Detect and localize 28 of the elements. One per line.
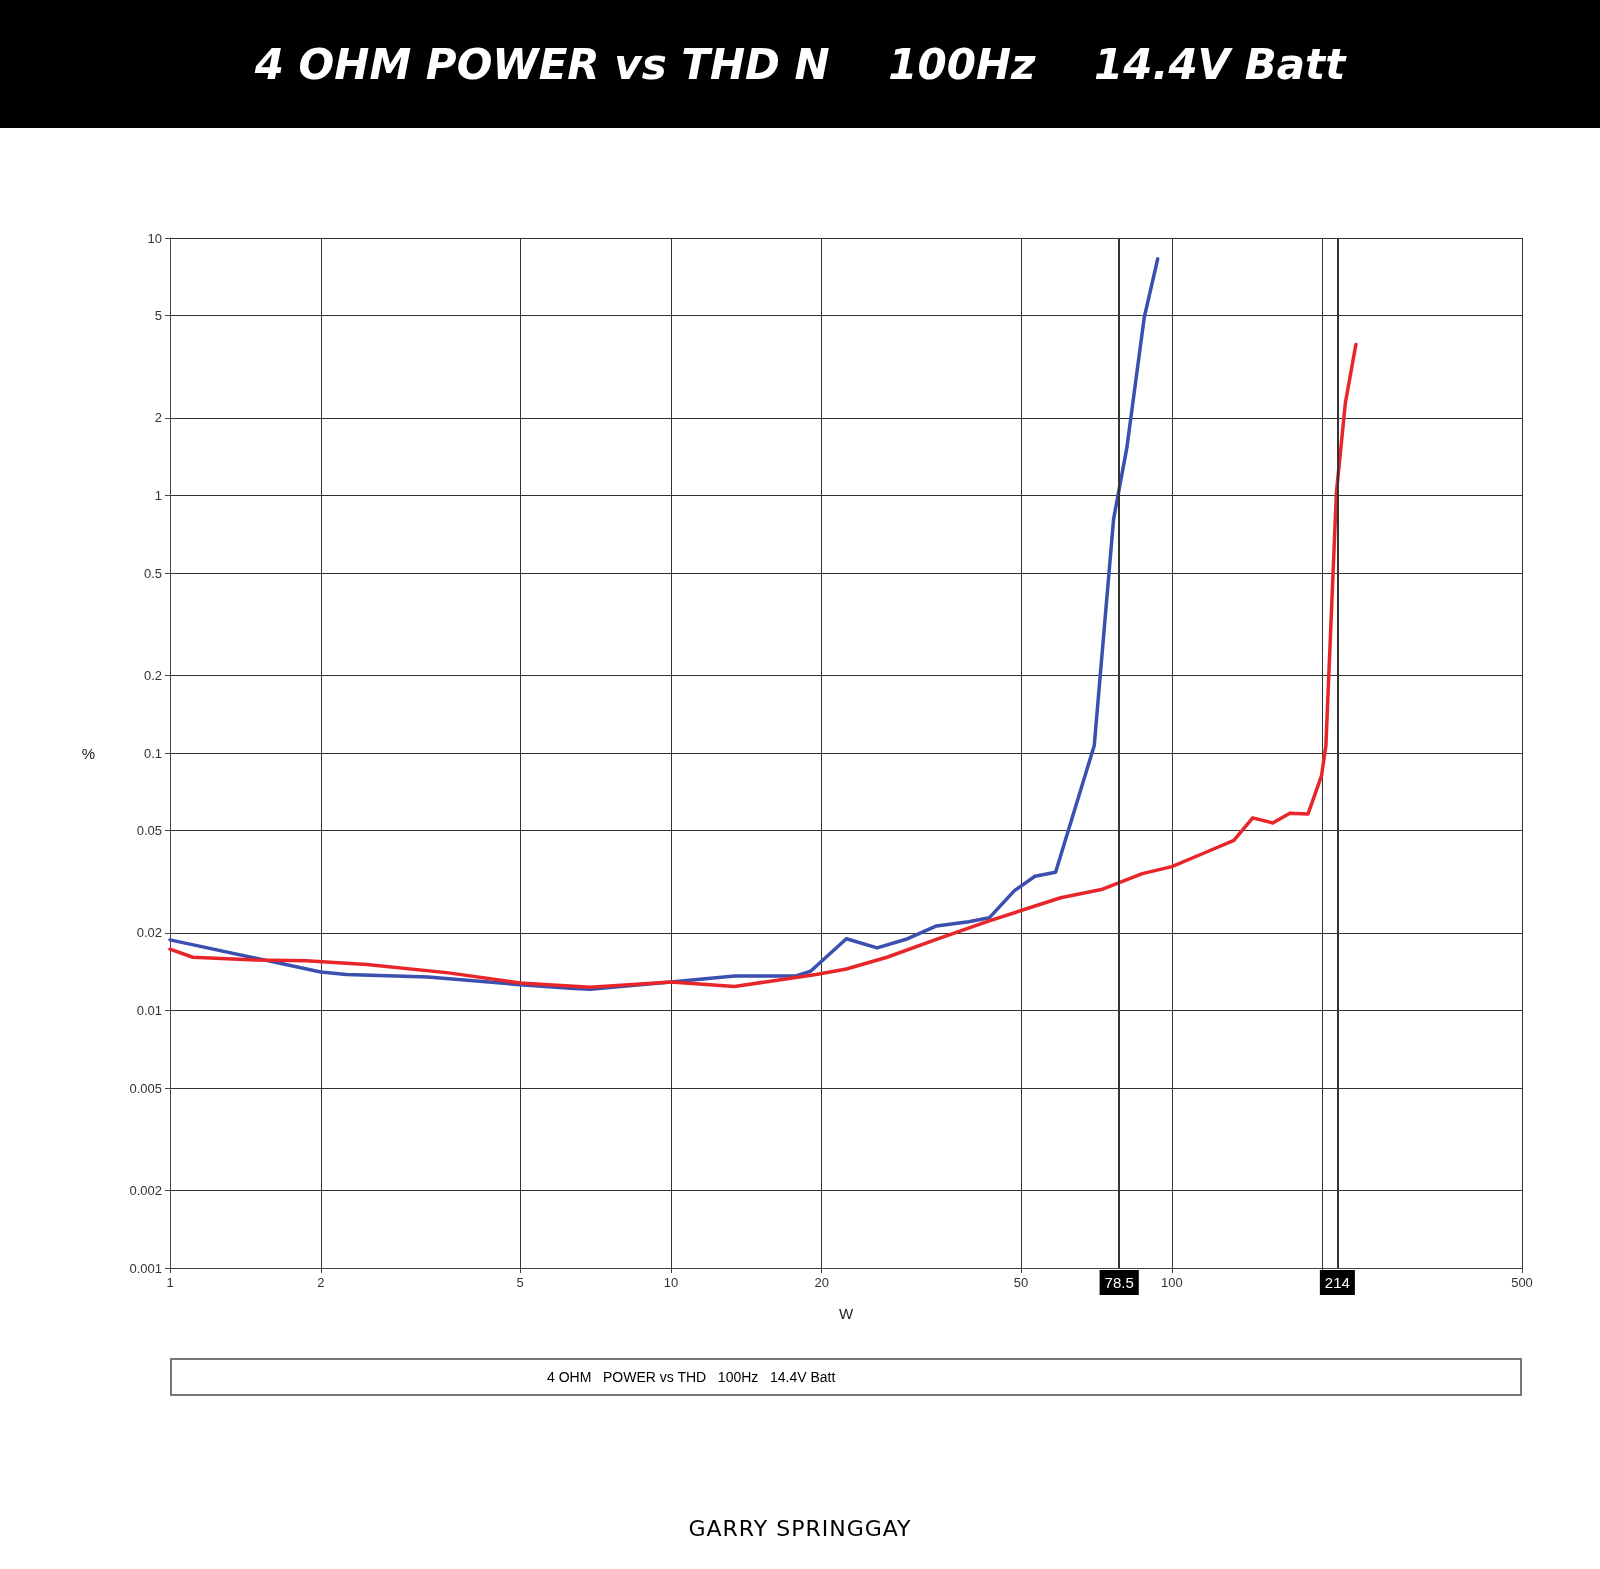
- y-tick-label: 0.005: [129, 1080, 162, 1096]
- ref-line-label: 214: [1324, 1274, 1350, 1291]
- x-tick-label: 50: [1013, 1275, 1029, 1290]
- y-axis-title: %: [81, 744, 95, 762]
- y-tick-label: 1: [154, 488, 162, 503]
- y-tick-label: 5: [154, 308, 162, 324]
- x-tick-label: 20: [814, 1275, 829, 1290]
- ref-line-label: 78.5: [1104, 1274, 1134, 1291]
- y-tick-label: 0.5: [143, 565, 162, 581]
- y-tick-label: 2: [154, 410, 162, 426]
- y-tick-label: 0.1: [143, 745, 162, 761]
- x-tick-label: 100: [1161, 1275, 1183, 1290]
- y-tick-label: 0.02: [136, 925, 162, 941]
- x-tick-label: 500: [1511, 1275, 1533, 1290]
- y-tick-label: 0.01: [136, 1003, 162, 1018]
- y-tick-label: 0.001: [129, 1260, 162, 1276]
- y-tick-label: 10: [147, 230, 162, 246]
- x-tick-label: 1: [166, 1275, 174, 1290]
- text: GARRY SPRINGGAY: [687, 1516, 913, 1541]
- y-tick-label: 0.2: [143, 667, 162, 683]
- y-tick-label: 0.002: [129, 1182, 162, 1198]
- y-tick-label: 0.05: [136, 823, 162, 839]
- x-axis-title: W: [838, 1305, 854, 1322]
- x-tick-label: 10: [663, 1275, 679, 1290]
- x-tick-label: 2: [317, 1275, 325, 1290]
- chart-title: 4 OHM POWER vs THD N 100Hz 14.4V Batt: [0, 0, 1600, 128]
- x-tick-label: 5: [516, 1275, 524, 1290]
- text: 4 OHM POWER vs THD 100Hz 14.4V Batt: [170, 1358, 1522, 1396]
